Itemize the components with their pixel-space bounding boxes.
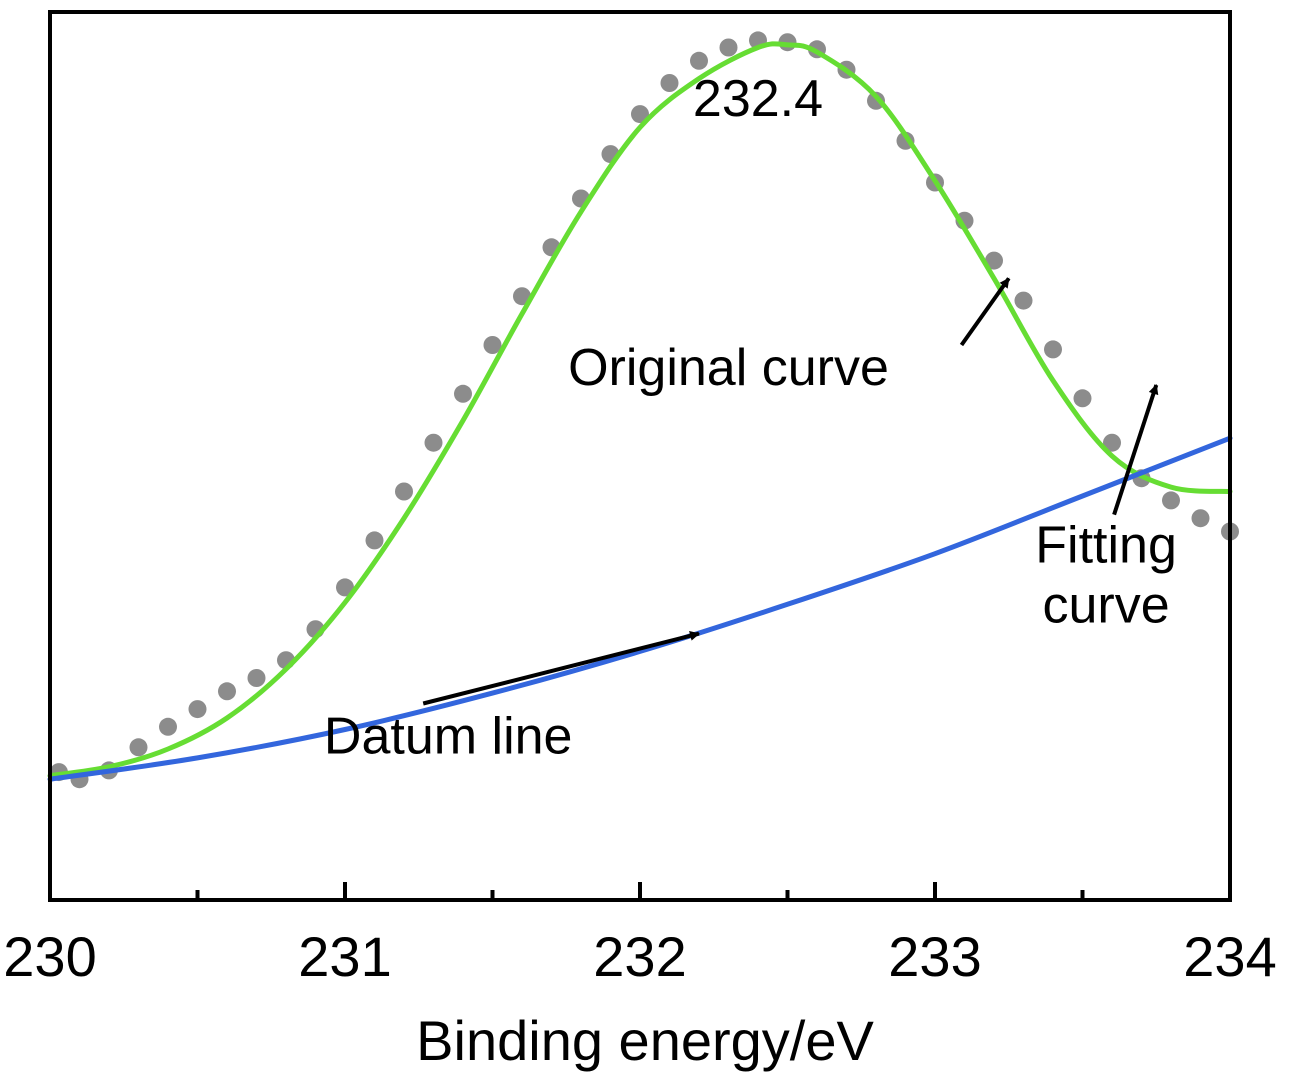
x-tick-label-3: 233 bbox=[888, 925, 981, 988]
datum-line-label: Datum line bbox=[324, 708, 573, 766]
original-point-35 bbox=[1073, 389, 1092, 408]
original-point-13 bbox=[424, 433, 443, 452]
original-point-15 bbox=[483, 336, 502, 354]
original-point-21 bbox=[660, 74, 679, 92]
original-point-14 bbox=[454, 384, 472, 403]
original-point-20 bbox=[631, 105, 649, 124]
fitting-curve-label-line-1: curve bbox=[1043, 576, 1170, 634]
original-point-32 bbox=[985, 251, 1003, 270]
original-point-34 bbox=[1044, 340, 1062, 359]
original-point-7 bbox=[247, 669, 266, 687]
original-point-6 bbox=[218, 682, 236, 701]
annotation-layer: 232.4 Original curve Fitting curve Datum lin… bbox=[324, 70, 1177, 766]
x-tick-label-2: 232 bbox=[593, 925, 686, 988]
x-tick-label-4: 234 bbox=[1183, 925, 1276, 988]
datum-curve bbox=[47, 435, 1233, 782]
x-axis-title: Binding energy/eV bbox=[416, 1009, 874, 1072]
original-point-39 bbox=[1191, 509, 1210, 528]
peak-label: 232.4 bbox=[693, 70, 823, 128]
original-point-22 bbox=[690, 51, 708, 70]
original-curve-label: Original curve bbox=[568, 339, 889, 397]
axis-layer: 230 231 232 233 234 Binding energy/eV bbox=[3, 10, 1277, 1072]
original-curve-arrow bbox=[959, 277, 1011, 347]
original-point-33 bbox=[1014, 291, 1033, 310]
original-point-36 bbox=[1103, 433, 1121, 452]
original-point-12 bbox=[395, 482, 413, 501]
fitting-curve bbox=[47, 41, 1233, 779]
original-point-38 bbox=[1162, 491, 1180, 510]
original-point-3 bbox=[129, 738, 148, 757]
fitting-curve-arrow bbox=[1112, 384, 1159, 516]
original-point-5 bbox=[188, 700, 207, 719]
fitting-curve-label: Fitting curve bbox=[1035, 517, 1177, 635]
original-point-11 bbox=[365, 531, 384, 550]
original-point-23 bbox=[719, 38, 738, 57]
fitting-curve-label-line-0: Fitting bbox=[1035, 517, 1177, 575]
plot-layer bbox=[47, 31, 1239, 789]
x-tick-label-0: 230 bbox=[3, 925, 96, 988]
plot-frame bbox=[48, 10, 1232, 902]
x-tick-label-1: 231 bbox=[298, 925, 391, 988]
original-point-10 bbox=[336, 578, 354, 597]
datum-line-arrow bbox=[422, 630, 700, 706]
original-point-4 bbox=[159, 717, 177, 736]
original-point-16 bbox=[513, 287, 531, 306]
